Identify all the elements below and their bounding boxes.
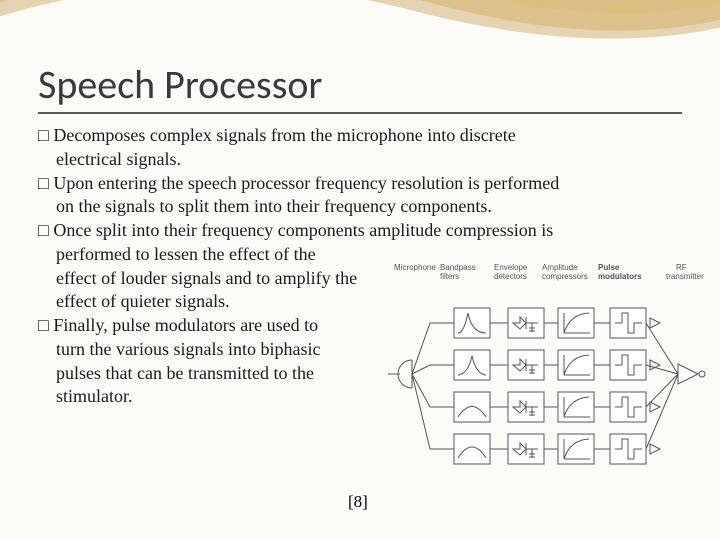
citation: [8] [348,492,368,512]
bullet-marker: □ [38,125,49,145]
svg-text:detectors: detectors [494,272,527,281]
svg-text:filters: filters [440,272,459,281]
envelope-detector-box [508,350,544,380]
microphone-icon [388,360,412,388]
bullet-text: electrical signals. [38,148,682,172]
bandpass-filter-box [454,392,490,422]
bullet-text: Finally, pulse modulators are used to [53,315,318,335]
envelope-detector-box [508,392,544,422]
svg-text:modulators: modulators [598,272,642,281]
amplitude-compressor-box [558,434,594,464]
amplitude-compressor-box [558,392,594,422]
col-label-rf: RF [676,263,687,272]
bullet-marker: □ [38,173,49,193]
rf-transmitter-icon [678,364,705,384]
pulse-modulator-box [610,434,646,464]
bullet-text: Decomposes complex signals from the micr… [53,125,515,145]
pulse-modulator-box [610,350,646,380]
col-label-envelope: Envelope [494,263,528,272]
title-underline [38,112,682,114]
bandpass-filter-box [454,350,490,380]
svg-text:transmitter: transmitter [666,272,704,281]
bullet-marker: □ [38,315,49,335]
bandpass-filter-box [454,308,490,338]
bullet-marker: □ [38,220,49,240]
amplitude-compressor-box [558,308,594,338]
amplitude-compressor-box [558,350,594,380]
envelope-detector-box [508,308,544,338]
col-label-microphone: Microphone [394,263,436,272]
col-label-amplitude: Amplitude [542,263,578,272]
pulse-modulator-box [610,308,646,338]
svg-text:compressors: compressors [542,272,588,281]
envelope-detector-box [508,434,544,464]
bullet-text: Upon entering the speech processor frequ… [53,173,559,193]
bullet-text: Once split into their frequency componen… [53,220,553,240]
bandpass-filter-box [454,434,490,464]
speech-processor-diagram: Microphone Bandpass filters Envelope det… [382,260,707,485]
col-label-bandpass: Bandpass [440,263,476,272]
pulse-modulator-box [610,392,646,422]
bullet-text: on the signals to split them into their … [38,195,682,219]
col-label-pulse: Pulse [598,263,620,272]
slide-title: Speech Processor [38,60,322,109]
